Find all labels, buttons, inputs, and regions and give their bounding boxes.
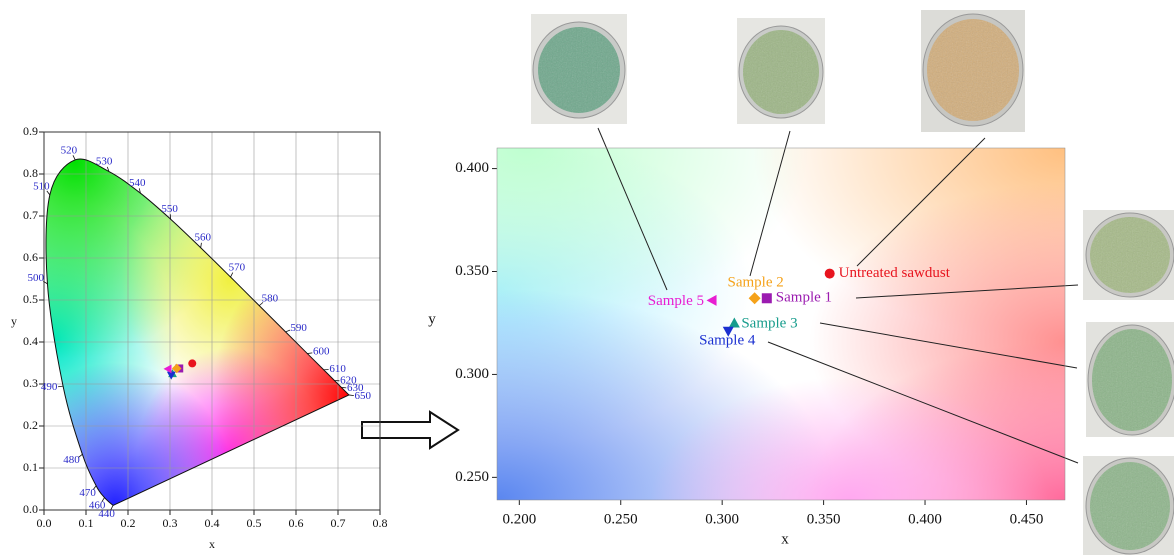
locus-tick: [341, 387, 346, 388]
y-tick-label: 0.350: [455, 263, 489, 279]
point-label: Sample 4: [699, 333, 756, 349]
point-label: Sample 3: [741, 315, 797, 331]
x-tick-label: 0.4: [205, 516, 220, 530]
point-label: Untreated sawdust: [839, 265, 951, 281]
locus-tick: [307, 353, 312, 354]
x-tick-label: 0.250: [604, 511, 638, 527]
wavelength-label: 540: [129, 177, 146, 189]
x-tick-label: 0.200: [502, 511, 536, 527]
photo: [1083, 210, 1174, 300]
photo: [921, 10, 1025, 132]
wavelength-label: 550: [161, 203, 178, 215]
x-axis-label: x: [209, 537, 215, 551]
locus-tick: [201, 243, 202, 248]
y-tick-label: 0.250: [455, 469, 489, 485]
wavelength-label: 530: [96, 156, 113, 168]
wavelength-label: 480: [63, 454, 80, 466]
point: [188, 359, 196, 367]
point: [825, 269, 835, 279]
wavelength-label: 490: [41, 381, 58, 393]
wavelength-label: 460: [89, 500, 106, 512]
y-tick-label: 0.8: [23, 166, 38, 180]
x-tick-label: 0.400: [908, 511, 942, 527]
y-tick-label: 0.9: [23, 124, 38, 138]
y-tick-label: 0.6: [23, 250, 38, 264]
figure: 0.00.10.20.30.40.50.60.70.80.00.10.20.30…: [0, 0, 1174, 555]
wavelength-label: 510: [33, 180, 50, 192]
wavelength-label: 610: [329, 363, 346, 375]
y-tick-label: 0.1: [23, 460, 38, 474]
locus-tick: [58, 386, 63, 387]
zoom-arrow: [362, 412, 458, 448]
wavelength-label: 470: [79, 487, 96, 499]
wavelength-label: 520: [61, 144, 78, 156]
photo: [531, 14, 627, 124]
wavelength-label: 570: [229, 262, 246, 274]
point-label: Sample 2: [728, 275, 784, 291]
x-tick-label: 0.0: [37, 516, 52, 530]
x-tick-label: 0.450: [1010, 511, 1044, 527]
x-tick-label: 0.8: [373, 516, 388, 530]
locus-tick: [349, 395, 354, 396]
point-label: Sample 1: [776, 290, 832, 306]
photo: [737, 18, 825, 124]
wavelength-label: 500: [27, 272, 44, 284]
photo: [1086, 322, 1174, 437]
wavelength-label: 590: [290, 322, 307, 334]
wavelength-label: 560: [194, 231, 211, 243]
y-tick-label: 0.7: [23, 208, 38, 222]
y-tick-label: 0.2: [23, 418, 38, 432]
x-tick-label: 0.3: [163, 516, 178, 530]
x-tick-label: 0.6: [289, 516, 304, 530]
y-axis-label: y: [11, 314, 17, 328]
x-tick-label: 0.5: [247, 516, 262, 530]
x-tick-label: 0.2: [121, 516, 136, 530]
y-tick-label: 0.300: [455, 366, 489, 382]
wavelength-label: 650: [355, 390, 372, 402]
x-tick-label: 0.300: [705, 511, 739, 527]
y-tick-label: 0.0: [23, 502, 38, 516]
y-tick-label: 0.5: [23, 292, 38, 306]
x-tick-label: 0.7: [331, 516, 346, 530]
x-tick-label: 0.350: [807, 511, 841, 527]
wavelength-label: 580: [262, 293, 279, 305]
y-tick-label: 0.3: [23, 376, 38, 390]
point-label: Sample 5: [648, 293, 704, 309]
photo: [1083, 456, 1174, 555]
y-axis-label: y: [428, 311, 436, 327]
y-tick-label: 0.4: [23, 334, 38, 348]
x-tick-label: 0.1: [79, 516, 94, 530]
point: [762, 293, 772, 303]
y-tick-label: 0.400: [455, 160, 489, 176]
chromaticity-fill: [44, 150, 354, 510]
wavelength-label: 600: [313, 346, 330, 358]
x-axis-label: x: [781, 531, 789, 547]
